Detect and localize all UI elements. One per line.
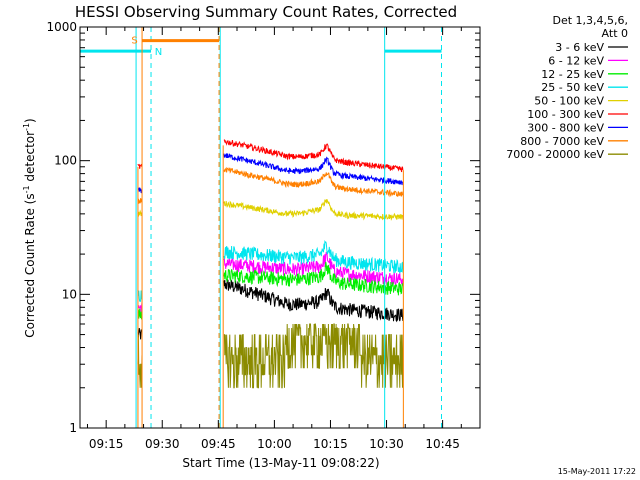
x-tick-label: 10:30 <box>369 437 404 451</box>
legend-header-line-1: Det 1,3,4,5,6, <box>552 14 628 27</box>
series-line-1-seg-0 <box>137 302 143 315</box>
legend-label: 800 - 7000 keV <box>520 135 604 148</box>
x-tick-label: 09:15 <box>89 437 124 451</box>
legend-label: 100 - 300 keV <box>527 108 604 121</box>
generation-timestamp: 15-May-2011 17:22 <box>558 467 636 476</box>
series-line-5-seg-1 <box>223 139 404 173</box>
series-line-8-seg-0 <box>137 334 143 388</box>
x-tick-label: 09:45 <box>201 437 236 451</box>
x-tick-label: 09:30 <box>145 437 180 451</box>
flag-label-saa: S <box>131 36 137 47</box>
series-line-0-seg-1 <box>223 278 404 323</box>
legend-label: 12 - 25 keV <box>541 68 604 81</box>
legend-label: 50 - 100 keV <box>534 95 604 108</box>
series-line-7-seg-0 <box>137 198 143 204</box>
legend-header-line-2: Att 0 <box>602 27 628 40</box>
series-line-6-seg-1 <box>223 153 404 186</box>
legend: Det 1,3,4,5,6, Att 0 <box>552 14 628 40</box>
x-tick-label: 10:00 <box>257 437 292 451</box>
series-line-7-seg-1 <box>223 166 404 198</box>
y-tick-label: 100 <box>54 154 77 168</box>
y-tick-label: 1 <box>69 421 77 435</box>
legend-label: 300 - 800 keV <box>527 121 604 134</box>
x-axis-label: Start Time (13-May-11 09:08:22) <box>182 456 379 470</box>
plot-frame <box>79 26 481 429</box>
y-tick-label: 1000 <box>46 20 77 34</box>
axes: 1 10 100 1000 09:15 09:30 09:45 10:00 10:15 10:30… <box>46 20 481 451</box>
series-line-3-seg-1 <box>223 239 404 274</box>
series-line-2-seg-1 <box>223 261 404 296</box>
y-tick-label: 10 <box>62 287 77 301</box>
x-tick-label: 10:15 <box>313 437 348 451</box>
series-line-1-seg-1 <box>223 251 404 288</box>
x-tick-label: 10:45 <box>425 437 460 451</box>
series-line-4-seg-0 <box>137 209 143 217</box>
series-line-4-seg-1 <box>223 198 404 221</box>
legend-label: 3 - 6 keV <box>555 41 604 54</box>
plot-area: SN <box>79 27 442 428</box>
legend-label: 25 - 50 keV <box>541 81 604 94</box>
legend-label: 7000 - 20000 keV <box>506 148 604 161</box>
legend-label: 6 - 12 keV <box>548 54 604 67</box>
series-line-2-seg-0 <box>137 308 143 320</box>
series-line-8-seg-1 <box>223 323 404 389</box>
series-line-3-seg-0 <box>137 289 143 303</box>
series-line-6-seg-0 <box>137 187 143 194</box>
chart-title: HESSI Observing Summary Count Rates, Cor… <box>75 3 457 21</box>
series-line-5-seg-0 <box>137 163 143 169</box>
flag-label-night: N <box>155 47 162 58</box>
y-axis-label: Corrected Count Rate (s-1 detector-1) <box>22 118 37 337</box>
